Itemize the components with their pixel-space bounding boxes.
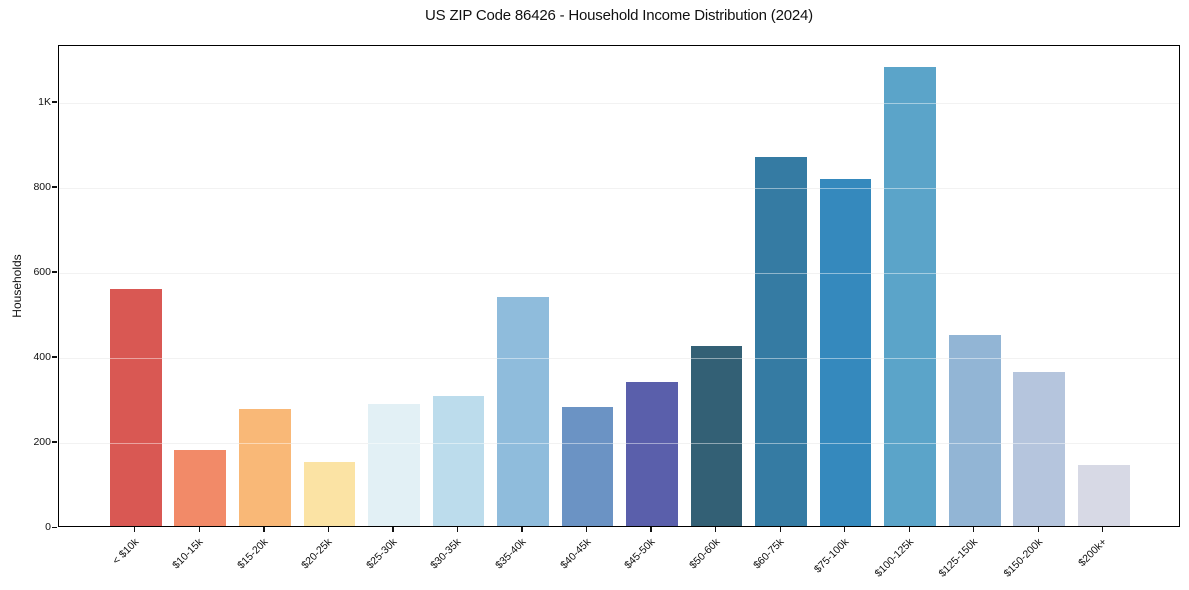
y-axis-label: Households bbox=[10, 254, 24, 318]
bar-45-50k bbox=[626, 381, 678, 526]
gridline-1k bbox=[59, 102, 1179, 105]
y-tick-mark-200 bbox=[52, 441, 57, 443]
x-tick-mark-10k bbox=[134, 527, 136, 532]
x-tick-mark-25-30k bbox=[392, 527, 394, 532]
y-tick-label-200: 200 bbox=[33, 435, 51, 448]
x-tick-label-20-25k: $20-25k bbox=[299, 536, 335, 572]
y-tick-label-0: 0 bbox=[45, 521, 51, 533]
x-tick-label-30-35k: $30-35k bbox=[428, 536, 464, 572]
gridline-800 bbox=[59, 187, 1179, 190]
bar-100-125k bbox=[884, 67, 936, 526]
gridline-200 bbox=[59, 442, 1179, 445]
x-tick-mark-60-75k bbox=[779, 527, 781, 532]
x-tick-mark-45-50k bbox=[650, 527, 652, 532]
bar-150-200k bbox=[1013, 372, 1066, 526]
chart-title: US ZIP Code 86426 - Household Income Dis… bbox=[425, 7, 813, 24]
gridline-600 bbox=[59, 272, 1179, 275]
gridline-400 bbox=[59, 357, 1179, 360]
x-tick-mark-30-35k bbox=[456, 527, 459, 532]
x-tick-label-100-125k: $100-125k bbox=[872, 536, 916, 580]
bar-30-35k bbox=[432, 395, 485, 526]
bar-125-150k bbox=[948, 335, 1001, 526]
y-tick-mark-800 bbox=[52, 186, 57, 188]
x-tick-label-40-45k: $40-45k bbox=[557, 536, 593, 572]
bar-75-100k bbox=[819, 178, 872, 526]
x-tick-mark-10-15k bbox=[198, 527, 201, 532]
x-tick-mark-20-25k bbox=[327, 527, 330, 532]
y-tick-label-800: 800 bbox=[33, 180, 51, 193]
y-tick-mark-400 bbox=[52, 356, 57, 358]
x-tick-label-10-15k: $10-15k bbox=[170, 536, 206, 572]
gridline-800 bbox=[59, 187, 1179, 190]
bar-10k bbox=[109, 288, 162, 526]
x-tick-label-25-30k: $25-30k bbox=[364, 536, 400, 572]
x-tick-mark-150-200k bbox=[1037, 527, 1039, 532]
x-tick-label-150-200k: $150-200k bbox=[1001, 536, 1045, 580]
plot-area bbox=[58, 45, 1180, 527]
bar-35-40k bbox=[497, 297, 549, 526]
x-tick-mark-15-20k bbox=[263, 527, 265, 532]
y-tick-mark-1k bbox=[52, 101, 57, 103]
bar-60-75k bbox=[755, 157, 807, 526]
x-tick-mark-35-40k bbox=[521, 527, 523, 532]
bar-200k bbox=[1077, 465, 1130, 526]
x-tick-label-10k: < $10k bbox=[110, 536, 142, 567]
y-tick-label-400: 400 bbox=[33, 350, 51, 363]
x-tick-label-125-150k: $125-150k bbox=[936, 536, 981, 580]
gridline-600 bbox=[59, 272, 1179, 275]
x-tick-mark-50-60k bbox=[714, 527, 717, 532]
x-tick-label-75-100k: $75-100k bbox=[811, 536, 852, 576]
y-tick-label-600: 600 bbox=[33, 265, 51, 278]
y-tick-mark-600 bbox=[52, 271, 57, 273]
x-tick-label-50-60k: $50-60k bbox=[686, 536, 723, 572]
bar-10-15k bbox=[174, 450, 227, 526]
x-tick-mark-100-125k bbox=[908, 527, 910, 532]
y-tick-label-1k: 1K bbox=[38, 95, 51, 108]
x-tick-label-60-75k: $60-75k bbox=[751, 536, 787, 572]
x-tick-mark-200k bbox=[1102, 527, 1104, 532]
bar-40-45k bbox=[561, 407, 614, 526]
x-tick-label-45-50k: $45-50k bbox=[622, 536, 658, 572]
bar-20-25k bbox=[303, 462, 356, 526]
x-tick-label-15-20k: $15-20k bbox=[235, 536, 271, 572]
gridline-400 bbox=[59, 357, 1179, 360]
bar-25-30k bbox=[368, 403, 420, 526]
gridline-200 bbox=[59, 442, 1179, 445]
x-tick-label-35-40k: $35-40k bbox=[493, 536, 529, 572]
x-tick-mark-125-150k bbox=[973, 527, 975, 532]
gridline-1k bbox=[59, 102, 1179, 105]
x-tick-label-200k: $200k+ bbox=[1076, 536, 1110, 570]
x-tick-mark-40-45k bbox=[585, 527, 588, 532]
bar-50-60k bbox=[690, 345, 743, 526]
x-tick-mark-75-100k bbox=[844, 527, 846, 532]
bar-15-20k bbox=[239, 409, 291, 526]
y-tick-mark-0 bbox=[52, 526, 57, 528]
